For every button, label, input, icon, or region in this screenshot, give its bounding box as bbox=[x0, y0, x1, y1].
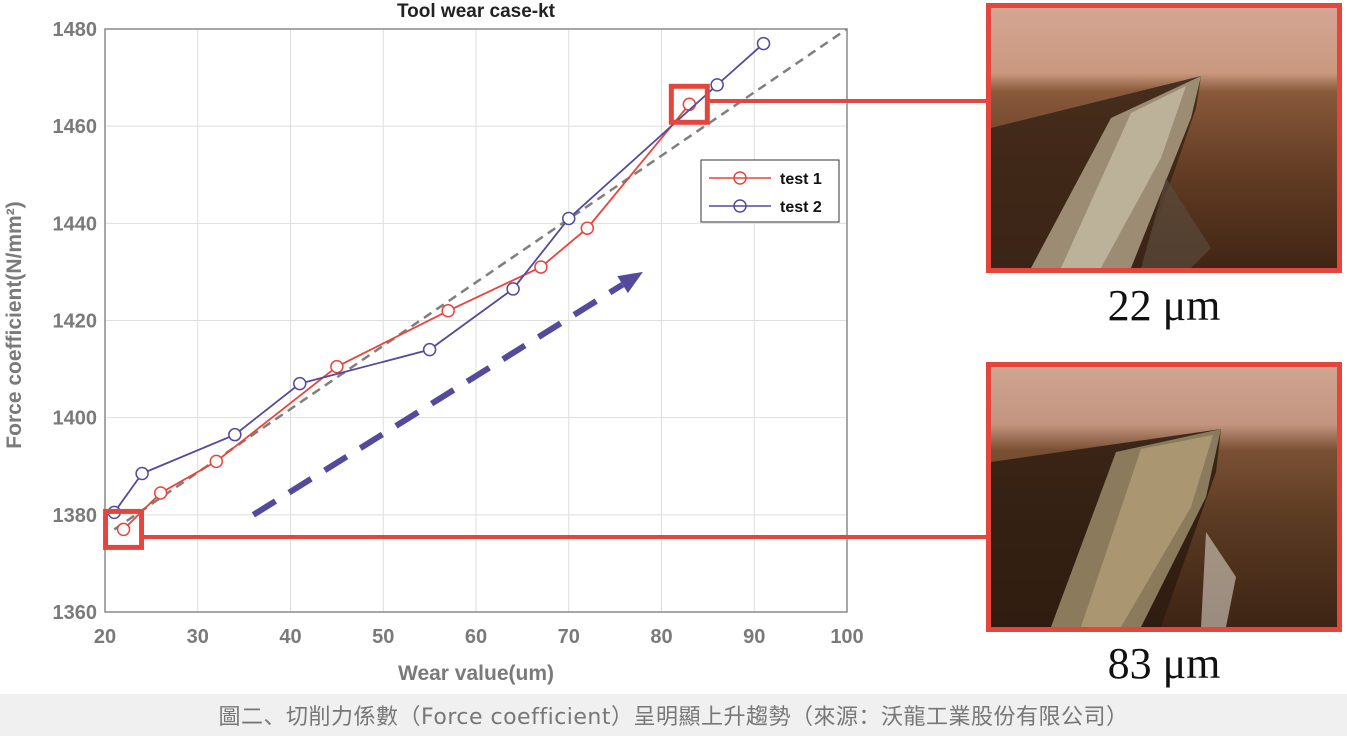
x-tick-label: 20 bbox=[94, 626, 116, 648]
y-tick-label: 1360 bbox=[53, 602, 98, 624]
data-point-test1 bbox=[209, 454, 224, 469]
data-point-test2 bbox=[293, 376, 307, 391]
data-point-test1 bbox=[534, 260, 548, 274]
x-tick-label: 50 bbox=[372, 626, 394, 648]
data-point-test1 bbox=[330, 359, 344, 374]
y-tick-label: 1400 bbox=[53, 408, 98, 430]
photo-label-22um: 22 μm bbox=[1107, 281, 1221, 330]
data-point-test2 bbox=[228, 427, 242, 442]
x-tick-label: 70 bbox=[558, 626, 580, 648]
y-tick-label: 1420 bbox=[53, 311, 98, 333]
tool-photo-22um bbox=[986, 3, 1342, 273]
tool-edge-image-bottom bbox=[991, 429, 1236, 627]
y-tick-label: 1440 bbox=[53, 213, 98, 235]
trend-arrow-shaft bbox=[251, 282, 625, 518]
caption-bar: 圖二、切削力係數（Force coefficient）呈明顯上升趨勢（來源：沃龍… bbox=[0, 694, 1347, 736]
data-point-test1 bbox=[580, 221, 595, 235]
trend-arrow-head bbox=[617, 271, 643, 294]
data-point-test1 bbox=[153, 486, 168, 500]
plot-frame bbox=[104, 28, 848, 613]
trend-line bbox=[113, 27, 848, 531]
y-tick-label: 1460 bbox=[53, 116, 98, 138]
force-coefficient-chart: 20 30 40 50 60 70 80 90 100 1360 1380 1400 1420 1440 1… bbox=[3, 1, 986, 685]
data-point-test2 bbox=[422, 342, 437, 357]
y-tick-label: 1480 bbox=[53, 19, 98, 41]
series-group bbox=[107, 36, 771, 537]
trend-dashed-line bbox=[113, 27, 848, 531]
series-line-test1 bbox=[122, 103, 691, 531]
x-tick-label: 60 bbox=[465, 626, 487, 648]
tool-edge-image-top bbox=[991, 76, 1211, 268]
legend-marker-test1 bbox=[733, 171, 747, 185]
x-tick-label: 80 bbox=[650, 626, 672, 648]
tick-labels: 20 30 40 50 60 70 80 90 100 1360 1380 1400 1420 1440 1… bbox=[53, 19, 864, 648]
data-point-test1 bbox=[441, 304, 455, 318]
tool-photo-83um bbox=[986, 362, 1342, 632]
data-point-test2 bbox=[756, 36, 771, 51]
data-point-test1 bbox=[682, 97, 697, 112]
x-tick-label: 100 bbox=[830, 626, 863, 648]
y-tick-label: 1380 bbox=[53, 505, 98, 527]
data-point-test2 bbox=[506, 282, 520, 296]
legend-marker-test2 bbox=[733, 199, 747, 213]
legend-label-test2: test 2 bbox=[780, 199, 822, 216]
callout-lines bbox=[103, 83, 986, 550]
grid-lines bbox=[104, 28, 848, 613]
legend: test 1 test 2 bbox=[700, 159, 840, 223]
data-point-test2 bbox=[710, 78, 724, 92]
legend-label-test1: test 1 bbox=[780, 171, 822, 188]
x-tick-label: 30 bbox=[187, 626, 209, 648]
chart-title: Tool wear case-kt bbox=[397, 1, 556, 22]
x-tick-label: 90 bbox=[743, 626, 765, 648]
series-line-test2 bbox=[113, 42, 765, 513]
highlight-box bbox=[103, 508, 145, 550]
photo-label-83um: 83 μm bbox=[1107, 639, 1221, 688]
data-point-test2 bbox=[562, 211, 576, 226]
legend-box bbox=[700, 159, 840, 223]
x-axis-label: Wear value(um) bbox=[398, 662, 554, 685]
data-point-test2 bbox=[135, 466, 149, 481]
data-point-test1 bbox=[116, 522, 131, 537]
figure-caption: 圖二、切削力係數（Force coefficient）呈明顯上升趨勢（來源：沃龍… bbox=[218, 705, 1129, 730]
x-tick-label: 40 bbox=[279, 626, 301, 648]
highlight-box bbox=[668, 83, 710, 125]
y-axis-label: Force coefficient(N/mm²) bbox=[3, 201, 26, 448]
